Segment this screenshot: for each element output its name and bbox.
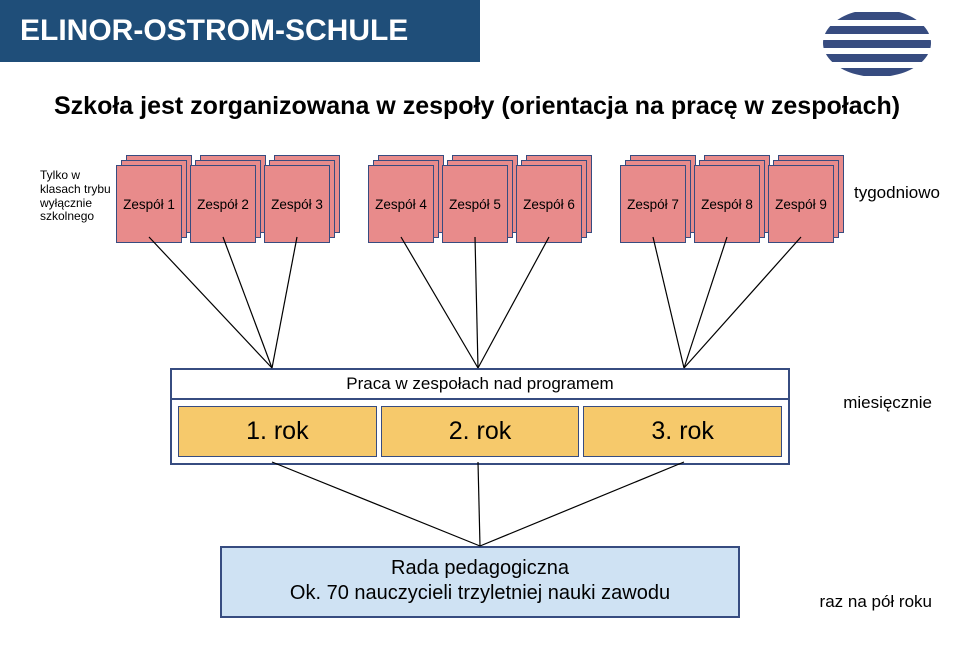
- team-card-label: Zespół 5: [442, 165, 508, 243]
- rok-row: 1. rok 2. rok 3. rok: [172, 400, 788, 463]
- bottom-box: Rada pedagogiczna Ok. 70 nauczycieli trz…: [220, 546, 740, 618]
- team-stack: Zespół 6: [516, 155, 590, 245]
- side-note: Tylko w klasach trybu wyłącznie szkolneg…: [40, 169, 112, 224]
- bottom-line1: Rada pedagogiczna: [222, 556, 738, 581]
- freq-monthly: miesięcznie: [843, 393, 932, 413]
- team-card-label: Zespół 7: [620, 165, 686, 243]
- rok-3: 3. rok: [583, 406, 782, 457]
- team-stack: Zespół 3: [264, 155, 338, 245]
- team-card-label: Zespół 9: [768, 165, 834, 243]
- rok-2: 2. rok: [381, 406, 580, 457]
- middle-box: Praca w zespołach nad programem 1. rok 2…: [170, 368, 790, 465]
- team-card-label: Zespół 2: [190, 165, 256, 243]
- team-card-label: Zespół 8: [694, 165, 760, 243]
- team-card-label: Zespół 4: [368, 165, 434, 243]
- team-stack: Zespół 9: [768, 155, 842, 245]
- middle-header: Praca w zespołach nad programem: [172, 370, 788, 400]
- team-card-label: Zespół 1: [116, 165, 182, 243]
- team-card-label: Zespół 6: [516, 165, 582, 243]
- freq-halfyear: raz na pół roku: [820, 592, 932, 612]
- team-stack: Zespół 7: [620, 155, 694, 245]
- rok-1: 1. rok: [178, 406, 377, 457]
- logo: [822, 8, 932, 78]
- title-band: ELINOR-OSTROM-SCHULE: [0, 0, 480, 62]
- freq-weekly: tygodniowo: [854, 183, 940, 203]
- team-stack: Zespół 2: [190, 155, 264, 245]
- subtitle: Szkoła jest zorganizowana w zespoły (ori…: [54, 92, 960, 121]
- team-stack: Zespół 5: [442, 155, 516, 245]
- team-stack: Zespół 1: [116, 155, 190, 245]
- team-stack: Zespół 8: [694, 155, 768, 245]
- teams-row: Tylko w klasach trybu wyłącznie szkolneg…: [40, 149, 930, 259]
- page-title: ELINOR-OSTROM-SCHULE: [20, 14, 408, 47]
- bottom-line2: Ok. 70 nauczycieli trzyletniej nauki zaw…: [222, 581, 738, 606]
- team-card-label: Zespół 3: [264, 165, 330, 243]
- team-stack: Zespół 4: [368, 155, 442, 245]
